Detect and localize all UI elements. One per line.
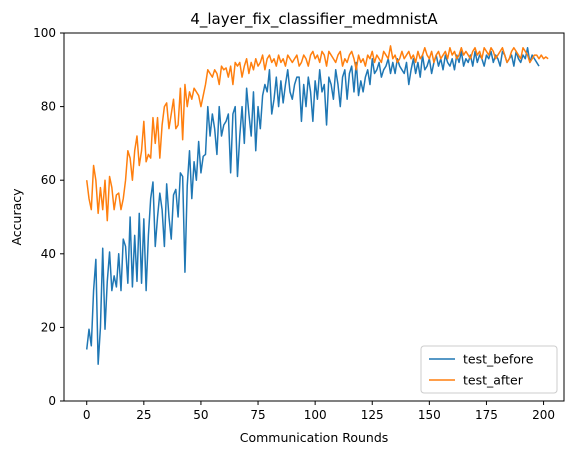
series-line-test-after — [85, 45, 549, 222]
y-axis-label: Accuracy — [9, 188, 24, 246]
plot-frame — [63, 32, 565, 402]
legend-box — [420, 345, 558, 394]
x-tick-label: 200 — [532, 408, 555, 422]
series-layer — [85, 45, 549, 365]
x-axis: 0 25 50 75 100 125 150 175 200 — [83, 401, 555, 422]
y-tick-label: 100 — [33, 26, 56, 40]
series-line-test-before — [85, 46, 540, 365]
y-tick-label: 80 — [41, 100, 56, 114]
y-tick-label: 40 — [41, 247, 56, 261]
legend-label-test-after: test_after — [463, 373, 524, 388]
x-tick-label: 25 — [136, 408, 151, 422]
y-tick-label: 20 — [41, 320, 56, 334]
y-tick-label: 0 — [48, 394, 56, 408]
y-axis: 0 20 40 60 80 100 — [33, 26, 64, 408]
x-tick-label: 100 — [304, 408, 327, 422]
x-tick-label: 75 — [250, 408, 265, 422]
x-axis-label: Communication Rounds — [240, 430, 389, 445]
y-tick-label: 60 — [41, 173, 56, 187]
legend-label-test-before: test_before — [463, 352, 534, 367]
x-tick-label: 50 — [193, 408, 208, 422]
legend: test_before test_after — [420, 345, 558, 394]
x-tick-label: 0 — [83, 408, 91, 422]
chart-title: 4_layer_fix_classifier_medmnistA — [190, 10, 438, 29]
x-tick-label: 175 — [475, 408, 498, 422]
x-tick-label: 125 — [361, 408, 384, 422]
x-tick-label: 150 — [418, 408, 441, 422]
